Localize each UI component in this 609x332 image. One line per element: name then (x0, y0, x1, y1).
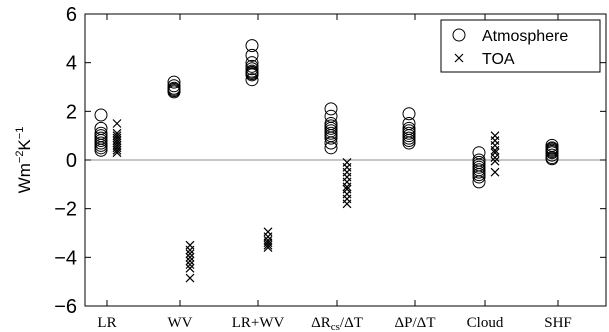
x-tick-label: LR+WV (232, 315, 285, 331)
atmosphere-point (94, 143, 108, 157)
legend-label-toa: TOA (482, 51, 515, 68)
atmosphere-point (545, 152, 559, 166)
atmosphere-point (472, 175, 486, 189)
atmosphere-point (167, 85, 181, 99)
toa-point (490, 153, 500, 162)
toa-point (490, 156, 500, 166)
y-tick-label: 4 (66, 53, 77, 75)
legend-label-atmosphere: Atmosphere (482, 28, 568, 45)
atmosphere-point (324, 136, 338, 150)
toa-point (263, 240, 273, 250)
x-tick-label: ΔP/ΔT (395, 315, 436, 331)
x-tick-label: ΔRcs/ΔT (311, 315, 363, 332)
toa-point (342, 199, 352, 209)
atmosphere-point (324, 141, 338, 155)
atmosphere-point (402, 136, 416, 150)
toa-point (490, 167, 500, 177)
toa-point (185, 273, 195, 283)
y-tick-label: 2 (66, 101, 77, 123)
toa-point (112, 145, 122, 155)
toa-point (185, 263, 195, 273)
y-tick-label: 0 (66, 150, 77, 172)
atmosphere-point (167, 75, 181, 89)
y-tick-label: −6 (54, 296, 77, 318)
atmosphere-point (324, 131, 338, 145)
y-tick-label: −2 (54, 199, 77, 221)
y-axis-label: Wm−2K−1 (14, 127, 34, 194)
legend: Atmosphere TOA (440, 19, 601, 73)
toa-point (112, 119, 122, 128)
toa-point (490, 145, 500, 155)
legend-x-marker-icon (454, 53, 464, 63)
x-axis-ticks: LR WV LR+WV ΔRcs/ΔT ΔP/ΔT Cloud SHF (97, 14, 572, 332)
y-tick-label: −4 (54, 247, 77, 269)
toa-point (185, 245, 195, 255)
legend-circle-marker-icon (452, 28, 466, 42)
y-tick-label: 6 (66, 4, 77, 26)
x-tick-label: Cloud (467, 315, 504, 331)
x-tick-label: WV (168, 315, 193, 331)
atmosphere-point (245, 39, 259, 53)
toa-point (342, 182, 352, 192)
toa-point (112, 148, 122, 158)
toa-point (185, 260, 195, 270)
atmosphere-point (402, 107, 416, 121)
toa-point (263, 243, 273, 253)
atmosphere-point (245, 48, 259, 62)
toa-point (185, 252, 195, 262)
x-tick-label: LR (97, 315, 116, 331)
atmosphere-point (472, 170, 486, 184)
atmosphere-point (245, 68, 259, 82)
atmosphere-point (245, 73, 259, 87)
y-axis-ticks: −6 −4 −2 0 2 4 6 (54, 4, 606, 318)
legend-box (440, 19, 601, 73)
toa-point (185, 256, 195, 266)
x-tick-label: SHF (544, 315, 572, 331)
toa-point (185, 249, 195, 259)
data-marks (94, 39, 559, 283)
atmosphere-point (94, 108, 108, 122)
atmosphere-point (324, 102, 338, 116)
